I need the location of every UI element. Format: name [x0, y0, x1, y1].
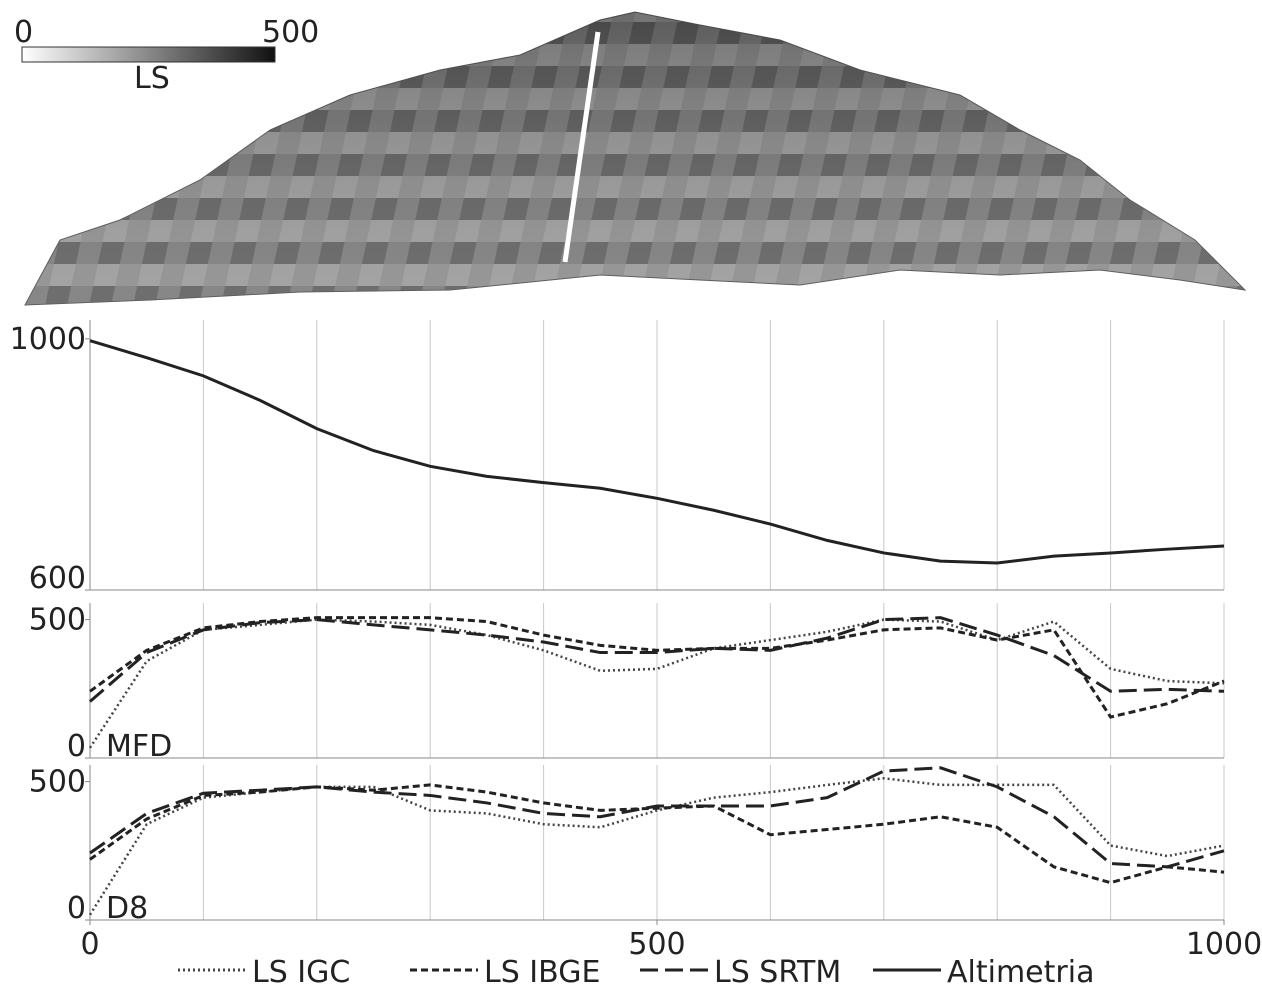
colorbar-min: 0 [14, 15, 33, 50]
y-tick-label: 600 [29, 561, 86, 596]
x-tick-label: 0 [80, 927, 99, 962]
x-tick-label: 500 [628, 927, 685, 962]
x-tick-label: 1000 [1186, 927, 1262, 962]
legend-label: LS IGC [252, 955, 350, 990]
panel-label: MFD [106, 729, 172, 764]
legend-label: Altimetria [947, 955, 1094, 990]
y-tick-label: 0 [67, 729, 86, 764]
colorbar-max: 500 [262, 15, 319, 50]
y-tick-label: 0 [67, 891, 86, 926]
colorbar: 0 500 LS [14, 15, 319, 96]
legend-label: LS SRTM [714, 955, 841, 990]
y-tick-label: 500 [29, 603, 86, 638]
colorbar-label: LS [134, 61, 170, 96]
figure: 0 500 LS 60010000500MFD050005001000D8LS … [0, 0, 1262, 994]
legend-label: LS IBGE [484, 955, 600, 990]
panel-label: D8 [106, 891, 148, 926]
page: { "colorbar": {"min": 0, "max": 500, "la… [0, 0, 1262, 994]
y-tick-label: 1000 [10, 322, 86, 357]
y-tick-label: 500 [29, 765, 86, 800]
